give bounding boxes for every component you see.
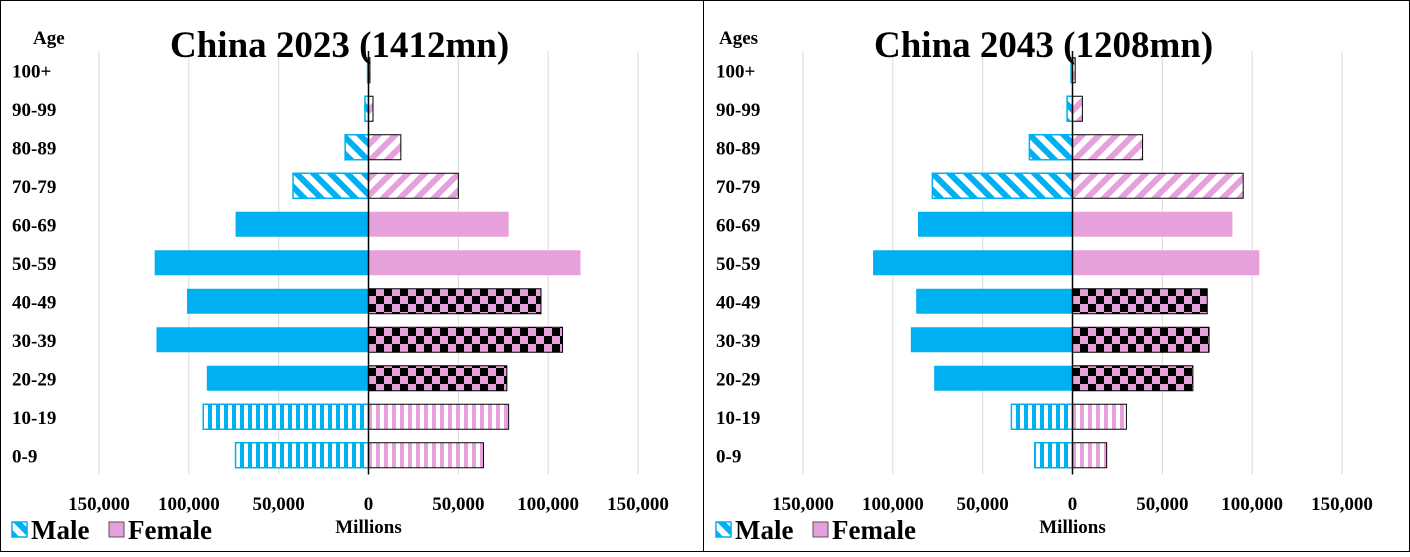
age-group-label: 90-99 (12, 100, 56, 121)
bar-male-20-29 (934, 365, 1073, 391)
bar-male-20-29 (206, 365, 369, 391)
bar-male-80-89 (344, 134, 370, 161)
x-tick-label: 50,000 (957, 494, 1009, 515)
x-tick-label: 100,000 (1221, 494, 1283, 515)
pyramid-chart-2023: 100+ 90-99 80-89 70-79 60-69 50-59 40-49 30-39 2… (0, 0, 703, 552)
age-group-label: 70-79 (12, 177, 56, 198)
bar-female-50-59 (1072, 250, 1260, 276)
age-group-label: 60-69 (12, 215, 56, 236)
x-tick-label: 100,000 (158, 494, 220, 515)
bar-male-10-19 (1010, 403, 1074, 430)
bar-female-50-59 (368, 250, 581, 276)
x-tick-label: 50,000 (253, 494, 305, 515)
pyramid-chart-2043-svg: 100+ 90-99 80-89 70-79 60-69 50-59 40-49 30-39 2… (715, 25, 1373, 545)
x-tick-label: 150,000 (772, 494, 834, 515)
bar-female-0-9 (368, 442, 484, 469)
age-group-label: 0-9 (12, 446, 37, 467)
legend: Male Female (11, 515, 212, 545)
age-group-label: 20-29 (716, 369, 760, 390)
x-tick-label: 150,000 (68, 494, 130, 515)
age-group-label: 60-69 (716, 215, 760, 236)
age-group-label: 80-89 (716, 138, 760, 159)
bar-male-40-49 (916, 288, 1073, 314)
bar-female-10-19 (1072, 403, 1127, 430)
chart-title: China 2023 (1412mn) (170, 25, 509, 66)
x-tick-label: 0 (364, 494, 374, 515)
x-tick-label: 50,000 (432, 494, 484, 515)
bar-male-30-39 (156, 327, 369, 353)
bar-female-80-89 (368, 134, 402, 161)
bar-female-40-49 (368, 288, 542, 315)
x-tick-label: 100,000 (517, 494, 579, 515)
legend-swatch-male (11, 521, 28, 538)
age-group-label: 10-19 (716, 408, 760, 429)
bar-male-50-59 (154, 250, 369, 276)
bar-female-70-79 (1072, 172, 1244, 199)
bar-female-20-29 (1072, 365, 1194, 392)
legend-swatch-female (108, 521, 125, 538)
bar-male-70-79 (292, 172, 370, 199)
x-axis-label: Millions (335, 517, 402, 538)
age-group-label: 40-49 (12, 292, 56, 313)
bar-female-0-9 (1072, 442, 1108, 469)
bar-male-0-9 (1034, 442, 1074, 469)
age-group-label: 10-19 (12, 408, 56, 429)
x-axis-label: Millions (1039, 517, 1106, 538)
bar-male-80-89 (1028, 134, 1074, 161)
age-group-label: 100+ (12, 61, 51, 82)
age-group-label: 100+ (716, 61, 755, 82)
bar-male-30-39 (910, 327, 1073, 353)
legend-swatch-male (715, 521, 732, 538)
bar-female-30-39 (368, 326, 564, 353)
bar-male-50-59 (873, 250, 1073, 276)
pyramid-chart-2043: 100+ 90-99 80-89 70-79 60-69 50-59 40-49 30-39 2… (704, 0, 1407, 552)
bar-female-30-39 (1072, 326, 1210, 353)
bar-female-20-29 (368, 365, 508, 392)
y-axis-label: Age (33, 28, 65, 49)
age-group-label: 30-39 (12, 331, 56, 352)
bar-male-40-49 (187, 288, 369, 314)
bar-male-10-19 (202, 403, 370, 430)
legend-label-male: Male (735, 515, 793, 545)
bar-female-70-79 (368, 172, 459, 199)
bar-male-60-69 (917, 211, 1073, 237)
panel-divider (703, 0, 704, 552)
chart-title: China 2043 (1208mn) (874, 25, 1213, 66)
age-group-label: 30-39 (716, 331, 760, 352)
bar-female-80-89 (1072, 134, 1144, 161)
legend-swatch-female (812, 521, 829, 538)
bar-female-10-19 (368, 403, 510, 430)
age-group-label: 50-59 (12, 254, 56, 275)
legend-label-female: Female (128, 515, 212, 545)
bar-female-40-49 (1072, 288, 1208, 315)
x-tick-label: 150,000 (1311, 494, 1373, 515)
age-group-label: 90-99 (716, 100, 760, 121)
x-tick-label: 50,000 (1136, 494, 1188, 515)
age-group-label: 20-29 (12, 369, 56, 390)
legend: Male Female (715, 515, 916, 545)
legend-label-female: Female (832, 515, 916, 545)
bar-male-70-79 (931, 172, 1074, 199)
pyramid-chart-2023-svg: 100+ 90-99 80-89 70-79 60-69 50-59 40-49 30-39 2… (11, 25, 669, 545)
bar-female-60-69 (368, 211, 509, 237)
age-group-label: 80-89 (12, 138, 56, 159)
bar-male-60-69 (235, 211, 369, 237)
x-tick-label: 0 (1068, 494, 1078, 515)
bar-female-60-69 (1072, 211, 1233, 237)
bar-female-90-99 (1072, 95, 1083, 122)
age-group-label: 40-49 (716, 292, 760, 313)
x-tick-label: 100,000 (862, 494, 924, 515)
age-group-label: 50-59 (716, 254, 760, 275)
y-axis-label: Ages (719, 28, 758, 49)
legend-label-male: Male (31, 515, 89, 545)
x-tick-label: 150,000 (607, 494, 669, 515)
age-group-label: 0-9 (716, 446, 741, 467)
bar-male-0-9 (234, 442, 370, 469)
bar-male-90-99 (1066, 95, 1074, 122)
age-group-label: 70-79 (716, 177, 760, 198)
